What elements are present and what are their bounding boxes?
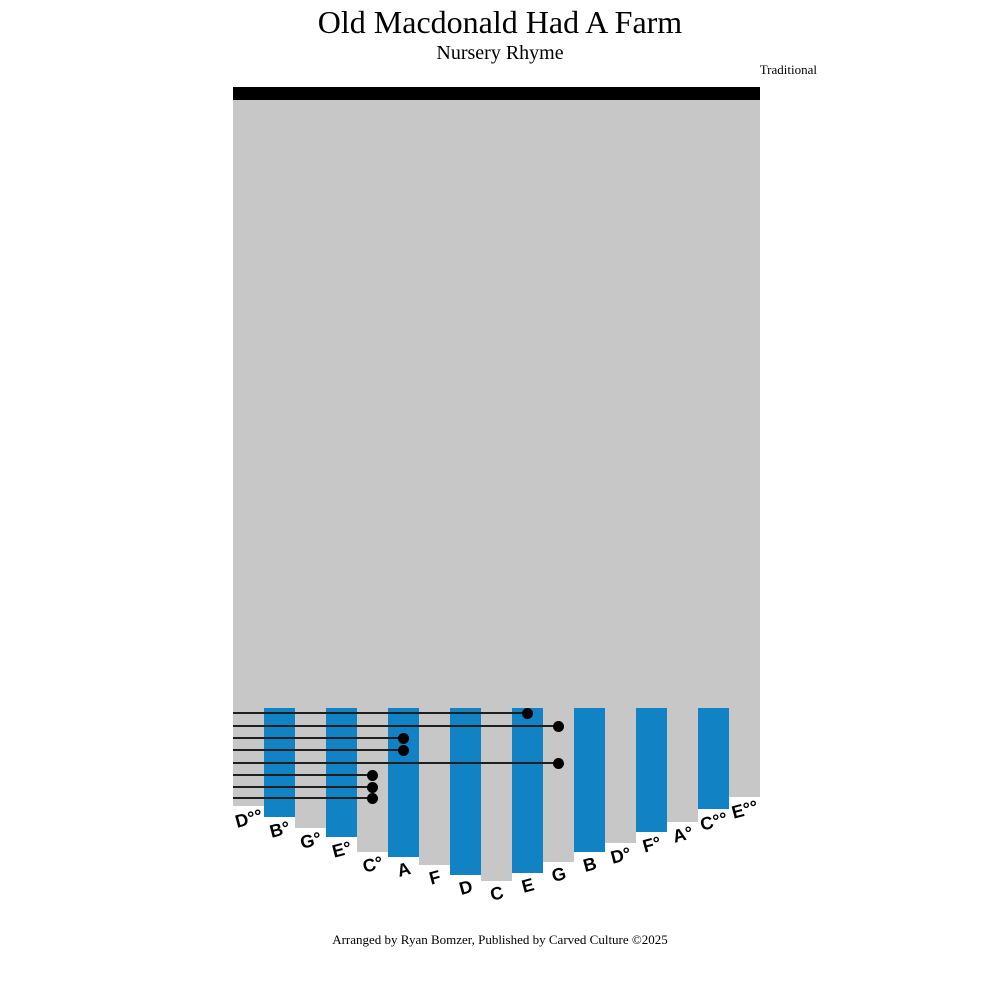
tine-label: E°	[329, 837, 354, 862]
tine-label: G	[549, 863, 568, 886]
page-title: Old Macdonald Had A Farm	[317, 4, 683, 40]
tine-column	[481, 100, 512, 881]
note-line	[233, 774, 373, 776]
tine-column	[264, 100, 295, 817]
note-line	[233, 712, 528, 714]
note-line	[233, 749, 404, 751]
tine-label: D°°	[232, 805, 265, 832]
tine-column	[698, 100, 729, 809]
tine-label: A	[394, 858, 413, 881]
note-line	[233, 786, 373, 788]
tine-column	[419, 100, 450, 865]
tine-label: A°	[670, 822, 695, 847]
tine-label: D°	[608, 843, 633, 868]
tine-column	[233, 100, 264, 806]
note-dot	[367, 769, 378, 781]
note-line	[233, 797, 373, 799]
tine-bar	[512, 708, 543, 873]
note-dot	[398, 732, 409, 744]
note-line	[233, 725, 559, 727]
tine-column	[295, 100, 326, 828]
tine-bar	[636, 708, 667, 832]
tine-column	[729, 100, 760, 797]
tine-bar	[698, 708, 729, 809]
note-dot	[398, 744, 409, 756]
tine-label: E	[518, 874, 536, 897]
note-dot	[522, 707, 533, 719]
tine-label: F	[426, 866, 443, 889]
tine-label: F°	[639, 832, 663, 857]
tine-column	[357, 100, 388, 852]
note-dot	[553, 757, 564, 769]
tine-column	[605, 100, 636, 843]
note-line	[233, 737, 404, 739]
tablature-top-bar	[233, 87, 760, 100]
note-line	[233, 762, 559, 764]
tine-label: E°°	[729, 796, 760, 823]
tine-label: G°	[297, 828, 324, 853]
page-subtitle: Nursery Rhyme	[436, 42, 564, 64]
tine-column	[667, 100, 698, 822]
tine-column	[543, 100, 574, 862]
attribution-text: Traditional	[759, 62, 817, 77]
tine-bar	[450, 708, 481, 875]
tine-bar	[388, 708, 419, 857]
tine-label: C°	[360, 852, 385, 877]
tine-label: B°	[267, 817, 292, 842]
footer-credit: Arranged by Ryan Bomzer, Published by Ca…	[332, 932, 668, 947]
tine-label: B	[580, 853, 599, 876]
note-dot	[367, 792, 378, 804]
tine-bar	[574, 708, 605, 852]
note-dot	[553, 720, 564, 732]
tine-bar	[326, 708, 357, 837]
note-dot	[367, 781, 378, 793]
tine-label: D	[456, 876, 475, 899]
tine-label: C	[487, 882, 506, 905]
tine-label: C°°	[697, 808, 730, 835]
